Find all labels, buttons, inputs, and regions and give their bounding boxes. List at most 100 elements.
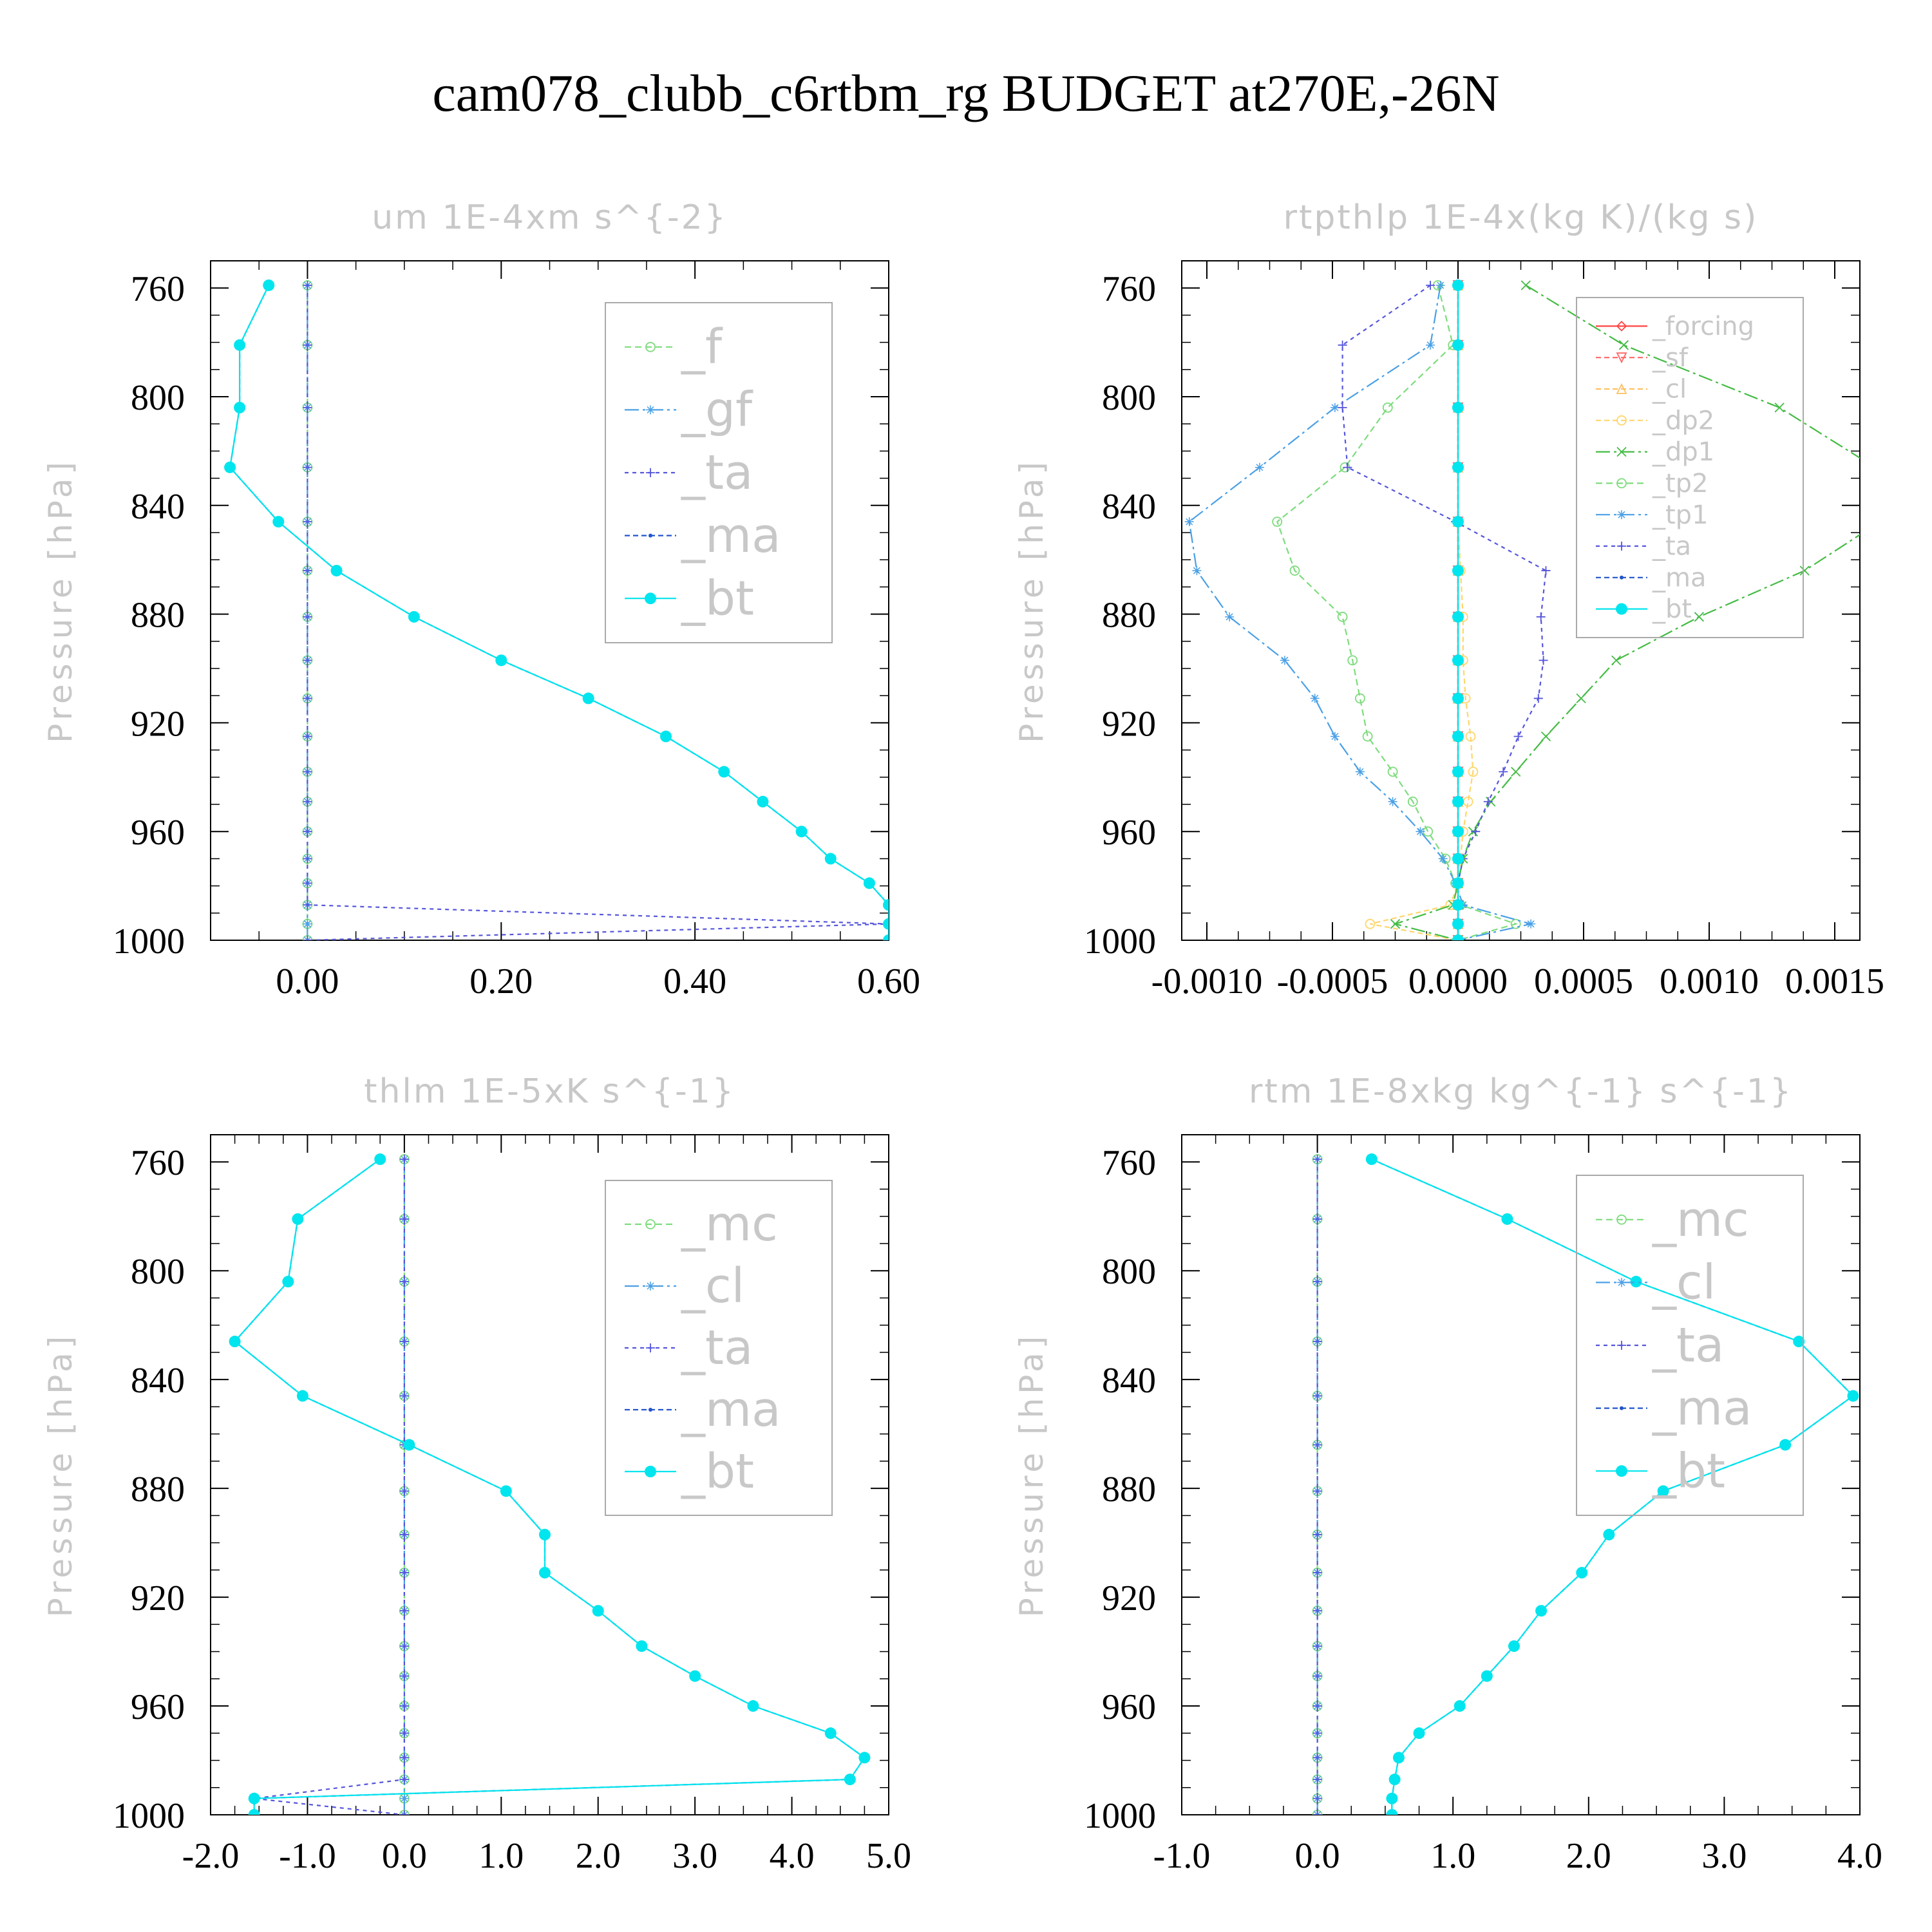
x-tick-label: 3.0 (1701, 1836, 1747, 1876)
data-point (1338, 340, 1347, 350)
series-line (254, 1159, 406, 1815)
legend-label: _ta (681, 1320, 753, 1376)
x-tick-label: 1.0 (478, 1836, 524, 1876)
data-point (399, 1775, 409, 1785)
y-tick-label: 760 (131, 1143, 185, 1183)
y-tick-label: 1000 (1084, 922, 1156, 961)
data-point (1539, 656, 1548, 665)
data-point (1280, 656, 1289, 665)
legend-label: _mc (681, 1197, 778, 1252)
data-point (1347, 655, 1358, 666)
data-point (1799, 565, 1810, 576)
plot-area (224, 279, 889, 940)
data-point (1184, 517, 1194, 527)
data-point (303, 854, 312, 864)
data-point (1452, 692, 1464, 705)
data-point (229, 1336, 241, 1348)
data-point (883, 899, 889, 911)
panel-title: um 1E-4xm s^{-2} (372, 198, 728, 237)
chart-panels: um 1E-4xm s^{-2} Pressure [hPa] 760 800 840 8… (42, 198, 1884, 1876)
legend-label: _ma (681, 1382, 781, 1437)
y-tick-label: 1000 (113, 922, 185, 961)
series-tp1 (1184, 280, 1536, 940)
data-point (1533, 694, 1543, 703)
legend-label: _forcing (1652, 312, 1754, 341)
data-point (1312, 1214, 1322, 1224)
data-point (1471, 827, 1481, 837)
data-point (303, 517, 312, 527)
data-point (844, 1774, 856, 1786)
data-point (1312, 1277, 1322, 1287)
series-bt (1452, 279, 1464, 940)
data-point (757, 795, 769, 808)
y-tick-label: 800 (1102, 378, 1156, 418)
data-point (538, 1567, 551, 1579)
legend-label: _bt (1652, 594, 1692, 624)
data-point (1452, 516, 1464, 528)
legend-box (1576, 1175, 1804, 1516)
data-point (1382, 402, 1393, 413)
y-tick-label: 880 (1102, 596, 1156, 636)
data-point (1452, 918, 1464, 930)
y-tick-label: 920 (1102, 704, 1156, 744)
data-point (1312, 1701, 1322, 1711)
series-ta (1312, 1155, 1322, 1815)
data-point (1452, 877, 1464, 889)
legend-label: _dp2 (1652, 406, 1714, 435)
legend-marker (646, 1343, 655, 1352)
data-point (1541, 566, 1551, 576)
data-point (1310, 694, 1320, 703)
y-tick-label: 1000 (113, 1796, 185, 1836)
data-point (1603, 1528, 1615, 1540)
data-point (399, 1277, 409, 1287)
data-point (500, 1485, 512, 1497)
data-point (858, 1752, 871, 1764)
data-point (1452, 826, 1464, 838)
data-point (1847, 1390, 1859, 1402)
legend-marker (645, 592, 656, 605)
legend-marker (1620, 1406, 1624, 1410)
data-point (1611, 655, 1622, 665)
panel-title: rtpthlp 1E-4x(kg K)/(kg s) (1283, 198, 1759, 237)
legend-label: _ta (1652, 532, 1691, 562)
data-point (1426, 280, 1435, 290)
x-tick-label: 0.0015 (1785, 961, 1884, 1001)
legend-marker (645, 1219, 656, 1229)
x-tick-label: 0.0000 (1408, 961, 1508, 1001)
series-line (1188, 285, 1531, 940)
data-point (1483, 797, 1493, 806)
data-point (399, 1671, 409, 1681)
data-point (1362, 731, 1373, 742)
data-point (1435, 280, 1445, 290)
data-point (1272, 516, 1283, 527)
legend-marker (1617, 510, 1626, 520)
data-point (303, 878, 312, 888)
legend-marker (649, 533, 652, 538)
data-point (1312, 1440, 1322, 1450)
y-tick-label: 760 (1102, 269, 1156, 309)
legend-label: _f (681, 319, 723, 375)
data-point (263, 279, 275, 291)
y-axis-label: Pressure [hPa] (1013, 458, 1050, 743)
series-line (1341, 285, 1547, 940)
data-point (1312, 1810, 1322, 1815)
y-tick-label: 920 (131, 704, 185, 744)
legend-box (1576, 297, 1804, 638)
data-point (234, 339, 246, 351)
y-axis-label: Pressure [hPa] (42, 1332, 79, 1618)
legend-marker (1620, 575, 1624, 580)
legend-label: _gf (681, 383, 753, 438)
legend-label: _ta (1652, 1318, 1724, 1373)
data-point (1365, 918, 1376, 929)
data-point (1312, 1391, 1322, 1401)
data-point (399, 1568, 409, 1578)
x-tick-label: -0.0010 (1151, 961, 1263, 1001)
x-tick-label: 0.60 (857, 961, 920, 1001)
data-point (1452, 611, 1464, 623)
data-point (1338, 402, 1347, 412)
chart-panel-1: um 1E-4xm s^{-2} Pressure [hPa] 760 800 840 8… (42, 198, 920, 1001)
legend-marker (649, 1408, 652, 1412)
data-point (1535, 1605, 1548, 1617)
data-point (1355, 767, 1365, 777)
